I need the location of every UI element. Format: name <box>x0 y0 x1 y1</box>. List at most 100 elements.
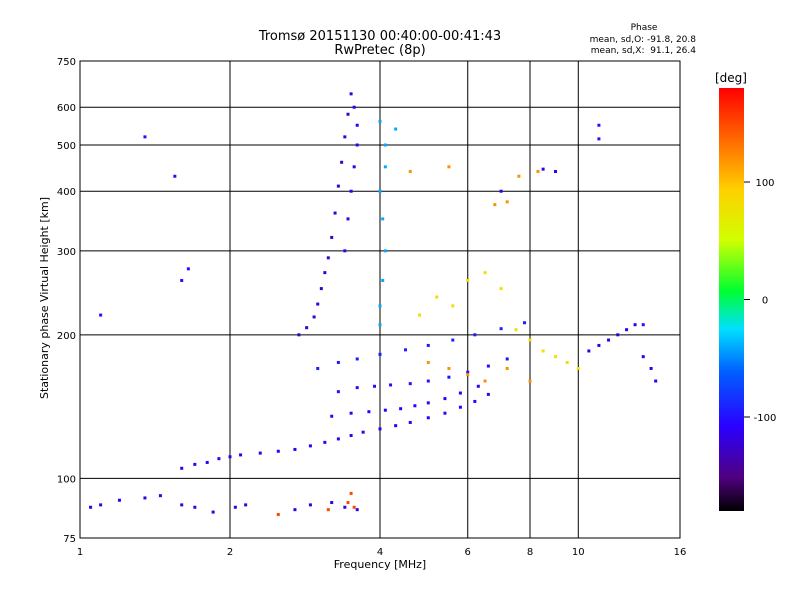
data-point <box>381 217 385 221</box>
data-point <box>346 501 350 505</box>
data-point <box>447 165 451 169</box>
data-point <box>451 338 455 342</box>
data-point <box>89 505 93 509</box>
x-axis-label: Frequency [MHz] <box>334 558 426 571</box>
x-tick-label: 2 <box>227 547 233 558</box>
data-point <box>258 451 262 455</box>
data-point <box>607 338 611 342</box>
data-point <box>505 200 509 204</box>
data-point <box>553 355 557 359</box>
data-point <box>505 357 509 361</box>
data-point <box>352 105 356 109</box>
data-point <box>553 169 557 173</box>
data-point <box>352 165 356 169</box>
data-point <box>394 127 398 131</box>
chart-subtitle: RwPretec (8p) <box>334 43 425 58</box>
data-point <box>316 302 320 306</box>
data-point <box>326 508 330 512</box>
data-point <box>514 328 518 332</box>
data-point <box>499 327 503 331</box>
colorbar-tick-label: -100 <box>754 413 777 424</box>
data-point <box>466 278 470 282</box>
y-tick-label: 200 <box>57 331 76 342</box>
data-point <box>319 287 323 291</box>
data-point <box>373 384 377 388</box>
data-point <box>486 392 490 396</box>
data-point <box>378 427 382 431</box>
data-point <box>276 449 280 453</box>
data-point <box>312 315 316 319</box>
data-point <box>343 135 347 139</box>
data-point <box>649 366 653 370</box>
data-point <box>426 401 430 405</box>
data-point <box>493 203 497 207</box>
data-point <box>576 366 580 370</box>
data-point <box>180 278 184 282</box>
data-point <box>381 278 385 282</box>
data-point <box>426 360 430 364</box>
chart-title: Tromsø 20151130 00:40:00-00:41:43 <box>258 29 501 44</box>
data-point <box>233 505 237 509</box>
y-tick-label: 75 <box>63 534 76 545</box>
data-point <box>205 460 209 464</box>
data-point <box>383 165 387 169</box>
data-point <box>565 360 569 364</box>
data-point <box>330 235 334 239</box>
data-point <box>99 503 103 507</box>
y-tick-label: 600 <box>57 103 76 114</box>
data-point <box>355 508 359 512</box>
data-point <box>228 455 232 459</box>
data-point <box>349 92 353 96</box>
data-point <box>408 169 412 173</box>
data-point <box>394 424 398 428</box>
data-point <box>330 414 334 418</box>
data-point <box>483 271 487 275</box>
data-point <box>217 457 221 461</box>
data-point <box>383 408 387 412</box>
phase-line-x: mean, sd,X: 91.1, 26.4 <box>591 46 697 56</box>
data-point <box>180 466 184 470</box>
y-tick-label: 300 <box>57 247 76 258</box>
data-point <box>426 379 430 383</box>
data-point <box>293 508 297 512</box>
data-point <box>458 391 462 395</box>
data-point <box>499 287 503 291</box>
data-point <box>349 491 353 495</box>
data-point <box>173 174 177 178</box>
data-point <box>523 321 527 325</box>
data-point <box>587 349 591 353</box>
data-point <box>99 313 103 317</box>
data-point <box>323 271 327 275</box>
data-point <box>346 112 350 116</box>
data-point <box>343 505 347 509</box>
data-point <box>383 249 387 253</box>
data-point <box>466 370 470 374</box>
data-point <box>336 390 340 394</box>
y-tick-label: 400 <box>57 187 76 198</box>
data-point <box>244 503 248 507</box>
data-point <box>399 407 403 411</box>
data-point <box>333 211 337 215</box>
y-tick-label: 750 <box>57 57 76 68</box>
data-point <box>473 399 477 403</box>
colorbar-tick-label: 0 <box>762 296 768 307</box>
data-point <box>541 167 545 171</box>
y-tick-label: 500 <box>57 141 76 152</box>
data-point <box>211 510 215 514</box>
x-tick-label: 8 <box>527 547 533 558</box>
data-point <box>541 349 545 353</box>
data-point <box>180 503 184 507</box>
data-point <box>349 411 353 415</box>
data-point <box>443 411 447 415</box>
data-point <box>378 352 382 356</box>
data-point <box>435 295 439 299</box>
data-point <box>330 501 334 505</box>
data-point <box>349 189 353 193</box>
data-point <box>378 189 382 193</box>
data-point <box>413 404 417 408</box>
data-point <box>239 453 243 457</box>
data-point <box>597 123 601 127</box>
y-tick-label: 100 <box>57 474 76 485</box>
data-point <box>486 364 490 368</box>
